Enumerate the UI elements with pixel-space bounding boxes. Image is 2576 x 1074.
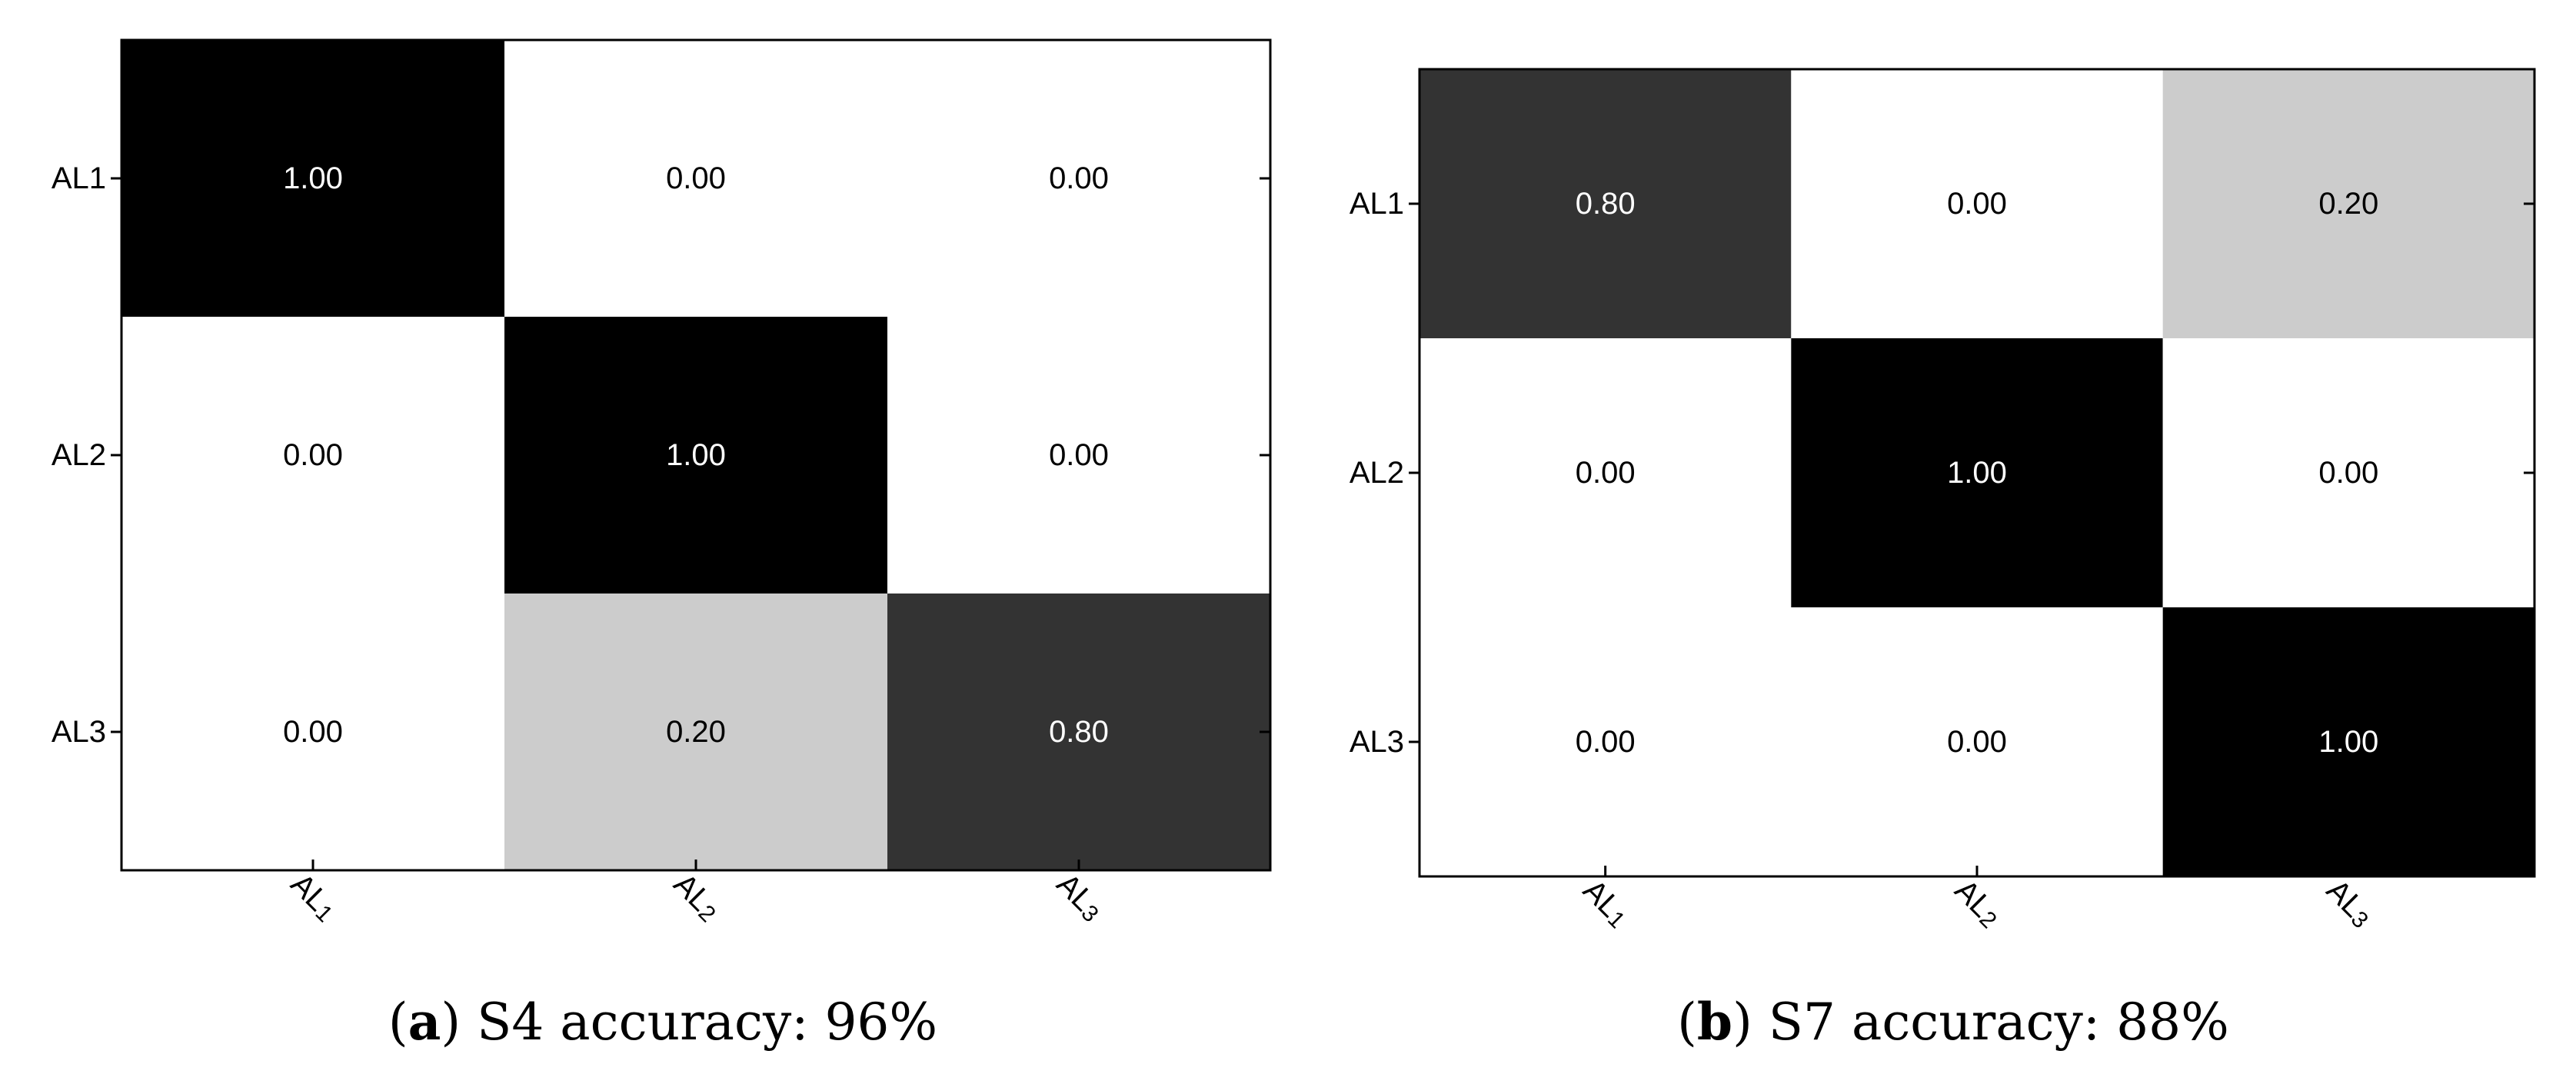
heatmap-b-col-label-2: AL2 (1948, 873, 2008, 933)
caption-b-letter: b (1696, 992, 1733, 1052)
heatmap-b-value-label-r1-c1: 0.80 (1576, 187, 1636, 221)
heatmap-a-cell-r2-c3 (887, 317, 1270, 594)
heatmap-a-value-label-r1-c3: 0.00 (1049, 161, 1109, 195)
heatmap-b-value-label-r1-c2: 0.00 (1947, 187, 2007, 221)
heatmap-b-cell-r2-c1 (1419, 338, 1792, 607)
heatmap-a-value-label-r1-c2: 0.00 (666, 161, 726, 195)
heatmap-a-cell-r2-c1 (121, 317, 504, 594)
heatmap-a-row-label-3: AL3 (52, 715, 106, 749)
heatmap-a-value-label-r2-c3: 0.00 (1049, 438, 1109, 472)
heatmap-a-value-label-r1-c1: 1.00 (283, 161, 343, 195)
heatmap-b-col-label-1: AL1 (1576, 873, 1636, 933)
caption-a-letter: a (408, 992, 441, 1052)
heatmap-a-value-label-r3-c2: 0.20 (666, 715, 726, 749)
heatmap-a-value-label-r2-c1: 0.00 (283, 438, 343, 472)
heatmap-b-cell-r1-c3 (2162, 69, 2534, 338)
heatmap-b-value-label-r3-c3: 1.00 (2318, 725, 2378, 759)
heatmap-b-cell-r3-c2 (1791, 607, 2163, 876)
heatmap-a-cell-r3-c3 (887, 594, 1270, 870)
heatmap-a-cell-r2-c2 (504, 317, 887, 594)
heatmap-b-cell-r1-c2 (1791, 69, 2163, 338)
heatmap-a-value-label-r3-c1: 0.00 (283, 715, 343, 749)
heatmap-b-cell-r2-c3 (2162, 338, 2534, 607)
heatmap-b-cell-r3-c1 (1419, 607, 1792, 876)
heatmap-a-cell-r3-c1 (121, 594, 504, 870)
heatmap-a-value-label-r3-c3: 0.80 (1049, 715, 1109, 749)
heatmap-b-cell-r1-c1 (1419, 69, 1792, 338)
heatmap-b-row-label-3: AL3 (1350, 725, 1404, 759)
heatmap-b-value-label-r3-c2: 0.00 (1947, 725, 2007, 759)
caption-a: (a) S4 accuracy: 96% (388, 992, 938, 1052)
heatmap-b-cell-r3-c3 (2162, 607, 2534, 876)
heatmap-a-value-label-r2-c2: 1.00 (666, 438, 726, 472)
heatmap-b-col-label-3: AL3 (2319, 873, 2379, 933)
heatmap-a-row-label-1: AL1 (52, 161, 106, 195)
heatmap-b-value-label-r2-c1: 0.00 (1576, 456, 1636, 490)
heatmap-a-col-label-1: AL1 (284, 867, 344, 927)
heatmap-a-cell-r1-c2 (504, 40, 887, 317)
caption-b-text: S7 accuracy: 88% (1768, 993, 2229, 1052)
heatmap-a: 1.00 0.00 0.00 0.00 1.00 0.00 0.00 0.20 0.80 AL1 A… (52, 38, 1272, 927)
heatmap-a-row-label-2: AL2 (52, 438, 106, 472)
heatmap-a-cell-r1-c3 (887, 40, 1270, 317)
heatmap-a-col-label-2: AL2 (667, 867, 727, 927)
heatmap-b-value-label-r2-c2: 1.00 (1947, 456, 2007, 490)
heatmap-a-cell-r1-c1 (121, 40, 504, 317)
heatmap-b-value-label-r3-c1: 0.00 (1576, 725, 1636, 759)
heatmap-b-row-label-2: AL2 (1350, 456, 1404, 490)
heatmap-b: 0.80 0.00 0.20 0.00 1.00 0.00 0.00 0.00 1.00 AL1 A… (1350, 68, 2536, 933)
heatmap-a-col-label-3: AL3 (1050, 867, 1110, 927)
caption-b: (b) S7 accuracy: 88% (1677, 992, 2229, 1052)
caption-a-text: S4 accuracy: 96% (477, 993, 938, 1052)
heatmap-b-value-label-r2-c3: 0.00 (2318, 456, 2378, 490)
heatmap-b-value-label-r1-c3: 0.20 (2318, 187, 2378, 221)
heatmap-b-row-label-1: AL1 (1350, 187, 1404, 221)
heatmap-b-cell-r2-c2 (1791, 338, 2163, 607)
heatmap-a-cell-r3-c2 (504, 594, 887, 870)
